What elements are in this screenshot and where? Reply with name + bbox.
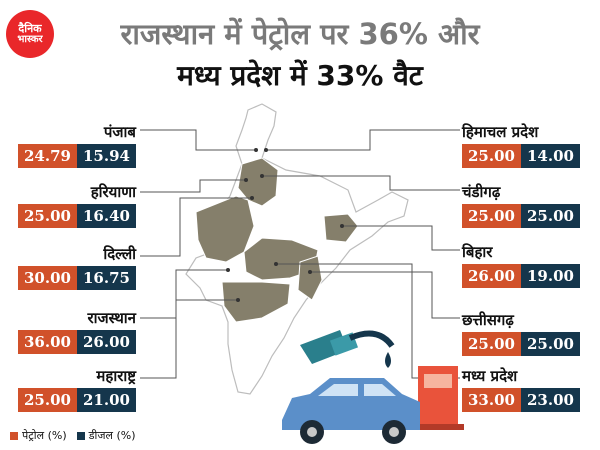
state-panel-haryana: हरियाणा 25.00 16.40 bbox=[18, 182, 136, 228]
diesel-vat-value: 16.40 bbox=[77, 204, 136, 228]
car-icon bbox=[282, 378, 420, 444]
map-dots bbox=[226, 148, 344, 302]
petrol-vat-value: 36.00 bbox=[18, 330, 77, 354]
state-name: बिहार bbox=[462, 243, 493, 261]
diesel-vat-value: 16.75 bbox=[77, 266, 136, 290]
petrol-vat-value: 25.00 bbox=[18, 204, 77, 228]
state-name: हरियाणा bbox=[90, 183, 136, 201]
state-name: दिल्ली bbox=[103, 245, 136, 263]
chart-title: राजस्थान में पेट्रोल पर 36% और bbox=[120, 17, 480, 51]
diesel-vat-value: 25.00 bbox=[521, 204, 580, 228]
petrol-swatch bbox=[10, 431, 18, 440]
chart-subtitle: मध्य प्रदेश में 33% वैट bbox=[177, 59, 423, 92]
petrol-vat-value: 33.00 bbox=[462, 388, 521, 412]
state-panel-chandigarh: चंडीगढ़ 25.00 25.00 bbox=[462, 182, 580, 228]
petrol-vat-value: 26.00 bbox=[462, 264, 521, 288]
map-maharashtra bbox=[221, 281, 291, 323]
diesel-swatch bbox=[76, 431, 85, 440]
legend-label-diesel: डीजल (%) bbox=[88, 429, 136, 442]
legend-item-diesel: डीजल (%) bbox=[76, 428, 136, 443]
state-name: चंडीगढ़ bbox=[462, 183, 501, 201]
petrol-vat-value: 25.00 bbox=[18, 388, 77, 412]
state-panel-chhattisgarh: छत्तीसगढ़ 25.00 25.00 bbox=[462, 310, 580, 356]
state-panel-punjab: पंजाब 24.79 15.94 bbox=[18, 122, 136, 168]
petrol-vat-value: 25.00 bbox=[462, 204, 521, 228]
petrol-vat-value: 30.00 bbox=[18, 266, 77, 290]
logo-line-1: दैनिक bbox=[18, 21, 42, 35]
map-north-states bbox=[237, 157, 279, 207]
state-panel-bihar: बिहार 26.00 19.00 bbox=[462, 242, 580, 288]
state-panel-delhi: दिल्ली 30.00 16.75 bbox=[18, 244, 136, 290]
state-panel-rajasthan: राजस्थान 36.00 26.00 bbox=[18, 308, 136, 354]
diesel-vat-value: 15.94 bbox=[77, 144, 136, 168]
dainik-bhaskar-logo: दैनिक भास्कर bbox=[6, 10, 54, 58]
connector-lines bbox=[140, 129, 460, 379]
diesel-vat-value: 25.00 bbox=[521, 332, 580, 356]
legend-label-petrol: पेट्रोल (%) bbox=[22, 429, 67, 442]
diesel-vat-value: 19.00 bbox=[521, 264, 580, 288]
state-name: छत्तीसगढ़ bbox=[462, 311, 514, 329]
logo-line-2: भास्कर bbox=[17, 33, 43, 45]
fuel-pump-icon bbox=[412, 366, 464, 430]
map-chhattisgarh bbox=[297, 255, 323, 301]
diesel-vat-value: 23.00 bbox=[521, 388, 580, 412]
legend-item-petrol: पेट्रोल (%) bbox=[10, 428, 67, 443]
diesel-vat-value: 14.00 bbox=[521, 144, 580, 168]
state-name: पंजाब bbox=[103, 123, 136, 141]
petrol-vat-value: 25.00 bbox=[462, 332, 521, 356]
petrol-vat-value: 24.79 bbox=[18, 144, 77, 168]
state-name: राजस्थान bbox=[87, 309, 136, 327]
petrol-vat-value: 25.00 bbox=[462, 144, 521, 168]
state-panel-himachal-pradesh: हिमाचल प्रदेश 25.00 14.00 bbox=[462, 122, 580, 168]
fuel-nozzle-icon bbox=[300, 330, 395, 368]
state-name: महाराष्ट्र bbox=[96, 367, 136, 385]
state-name: हिमाचल प्रदेश bbox=[462, 123, 539, 141]
state-panel-maharashtra: महाराष्ट्र 25.00 21.00 bbox=[18, 366, 136, 412]
state-name: मध्य प्रदेश bbox=[462, 367, 518, 385]
map-bihar bbox=[323, 213, 359, 243]
diesel-vat-value: 26.00 bbox=[77, 330, 136, 354]
legend: पेट्रोल (%) डीजल (%) bbox=[10, 428, 146, 443]
state-panel-madhya-pradesh: मध्य प्रदेश 33.00 23.00 bbox=[462, 366, 580, 412]
diesel-vat-value: 21.00 bbox=[77, 388, 136, 412]
